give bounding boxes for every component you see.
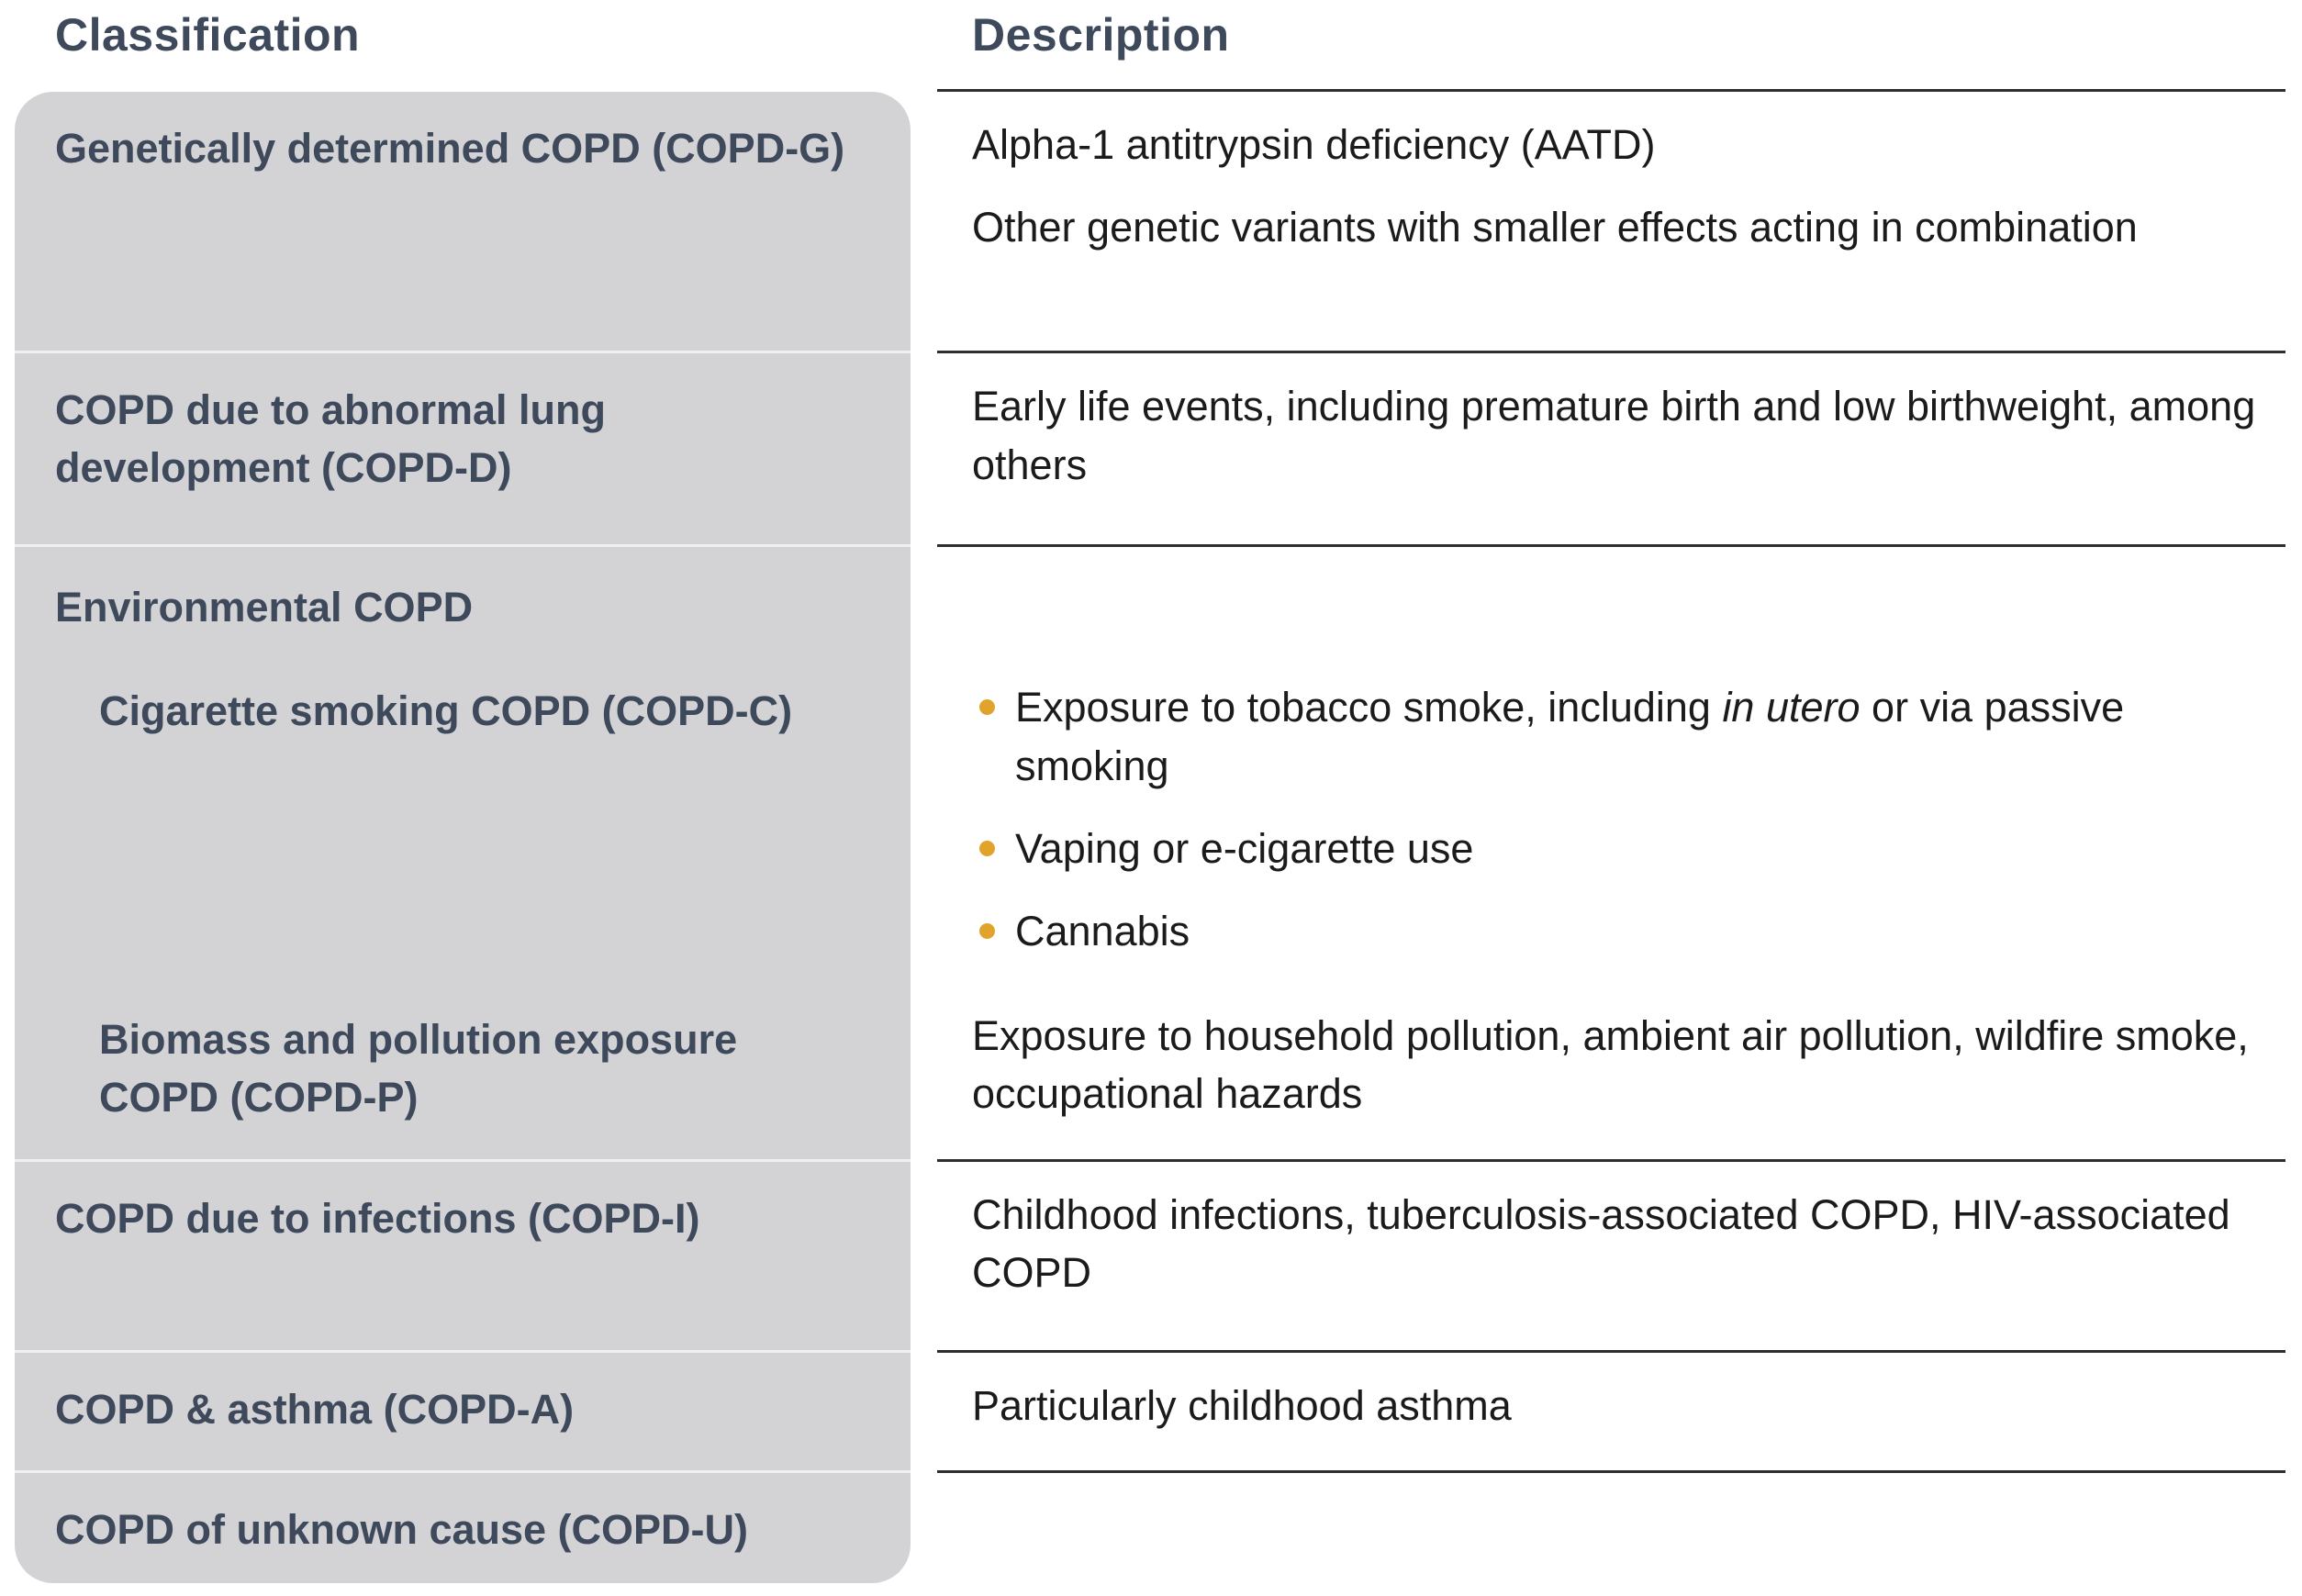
classification-header: Classification xyxy=(55,9,361,61)
classification-group-label: Environmental COPD xyxy=(55,584,474,631)
description-paragraph: Childhood infections, tuberculosis-assoc… xyxy=(972,1190,2230,1297)
bullet-item: Cannabis xyxy=(979,902,2267,961)
column-gap xyxy=(911,654,937,983)
column-gap xyxy=(911,1162,937,1353)
classification-cell: Biomass and pollution exposure COPD (COP… xyxy=(15,983,911,1162)
classification-header-cell: Classification xyxy=(15,7,911,92)
description-header: Description xyxy=(972,9,1230,61)
bullet-text: Vaping or e-cigarette use xyxy=(1015,824,1474,872)
bullet-text: Exposure to tobacco smoke, including in … xyxy=(1015,678,2267,796)
description-cell: Exposure to household pollution, ambient… xyxy=(937,983,2285,1162)
description-cell: Particularly childhood asthma xyxy=(937,1353,2285,1473)
bullet-item: Exposure to tobacco smoke, including in … xyxy=(979,678,2267,796)
bullet-icon xyxy=(979,922,995,939)
description-paragraph: Early life events, including premature b… xyxy=(972,383,2256,488)
bullet-text-segment: Exposure to tobacco smoke, including xyxy=(1015,684,1723,731)
table-row-development: COPD due to abnormal lung development (C… xyxy=(0,353,2302,547)
table-row-unknown: COPD of unknown cause (COPD-U) xyxy=(0,1473,2302,1596)
bullet-text-segment: or via passive smoking xyxy=(1015,684,2125,789)
column-gap xyxy=(911,92,937,353)
description-header-cell: Description xyxy=(937,7,2285,92)
bullet-icon xyxy=(979,840,995,856)
table-row-biomass: Biomass and pollution exposure COPD (COP… xyxy=(0,983,2302,1162)
table-row-cigarette: Cigarette smoking COPD (COPD-C) Exposure… xyxy=(0,654,2302,983)
column-gap xyxy=(911,353,937,547)
classification-panel-background xyxy=(15,92,911,1583)
bullet-icon xyxy=(979,699,995,715)
column-gap xyxy=(911,983,937,1162)
table-header-row: Classification Description xyxy=(0,0,2302,92)
bullet-text-italic: in utero xyxy=(1722,684,1861,731)
description-cell: Childhood infections, tuberculosis-assoc… xyxy=(937,1162,2285,1353)
description-cell: Alpha-1 antitrypsin deficiency (AATD) Ot… xyxy=(937,92,2285,353)
table-row-infections: COPD due to infections (COPD-I) Childhoo… xyxy=(0,1162,2302,1353)
bullet-item: Vaping or e-cigarette use xyxy=(979,820,2267,878)
classification-cell: Cigarette smoking COPD (COPD-C) xyxy=(99,687,793,734)
column-gap xyxy=(911,547,937,654)
description-cell-empty xyxy=(937,1473,2285,1596)
column-gap xyxy=(911,1353,937,1473)
classification-cell: COPD due to infections (COPD-I) xyxy=(15,1162,911,1353)
description-paragraph: Other genetic variants with smaller effe… xyxy=(972,203,2138,251)
classification-cell: Genetically determined COPD (COPD-G) xyxy=(15,92,911,353)
column-gap xyxy=(911,7,937,92)
table-body: Genetically determined COPD (COPD-G) Alp… xyxy=(0,92,2302,1583)
bullet-text: Cannabis xyxy=(1015,907,1190,954)
bullet-list: Exposure to tobacco smoke, including in … xyxy=(972,678,2267,961)
table-row-genetic: Genetically determined COPD (COPD-G) Alp… xyxy=(0,92,2302,353)
classification-cell: COPD & asthma (COPD-A) xyxy=(15,1353,911,1473)
column-gap xyxy=(911,1473,937,1596)
classification-cell: COPD due to abnormal lung development (C… xyxy=(15,353,911,547)
description-cell-empty xyxy=(937,547,2285,654)
description-paragraph: Particularly childhood asthma xyxy=(972,1381,1512,1429)
description-paragraph: Alpha-1 antitrypsin deficiency (AATD) xyxy=(972,121,1656,168)
description-paragraph: Exposure to household pollution, ambient… xyxy=(972,1011,2249,1118)
description-cell: Early life events, including premature b… xyxy=(937,353,2285,547)
description-cell: Exposure to tobacco smoke, including in … xyxy=(937,654,2285,983)
classification-cell: COPD of unknown cause (COPD-U) xyxy=(15,1473,911,1596)
table-row-environmental-header: Environmental COPD xyxy=(0,547,2302,654)
table-row-asthma: COPD & asthma (COPD-A) Particularly chil… xyxy=(0,1353,2302,1473)
